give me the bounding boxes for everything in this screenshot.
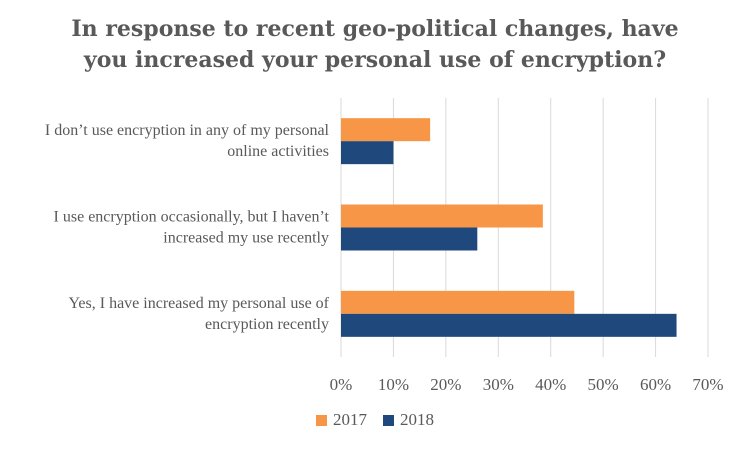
bar-2017-category-1 — [341, 118, 431, 142]
x-tick-label-70: 70% — [692, 375, 723, 394]
bar-2018-category-2 — [341, 227, 478, 251]
x-tick-label-0: 0% — [330, 375, 353, 394]
category-label-1-line-1: I don’t use encryption in any of my pers… — [45, 122, 330, 139]
legend-swatch-series-2 — [383, 414, 394, 426]
category-label-3-line-1: Yes, I have increased my personal use of — [68, 295, 329, 312]
legend-swatch-series-1 — [316, 414, 327, 426]
chart-title: In response to recent geo-political chan… — [0, 14, 750, 76]
legend-item-series-2: 2018 — [383, 410, 434, 430]
legend: 2017 2018 — [0, 410, 750, 430]
x-tick-label-30: 30% — [483, 375, 514, 394]
x-tick-label-20: 20% — [430, 375, 461, 394]
chart-title-line-1: In response to recent geo-political chan… — [71, 16, 679, 42]
x-tick-label-40: 40% — [535, 375, 566, 394]
category-label-2-line-2: increased my use recently — [163, 230, 329, 247]
x-tick-label-60: 60% — [640, 375, 671, 394]
legend-label-series-2: 2018 — [400, 410, 434, 429]
legend-item-series-1: 2017 — [316, 410, 367, 430]
chart-title-line-2: you increased your personal use of encry… — [83, 47, 667, 73]
legend-label-series-1: 2017 — [333, 410, 367, 429]
x-tick-label-10: 10% — [378, 375, 409, 394]
category-label-2-line-1: I use encryption occasionally, but I hav… — [54, 209, 330, 226]
bar-2018-category-1 — [341, 141, 394, 165]
x-tick-label-50: 50% — [588, 375, 619, 394]
category-label-1-line-2: online activities — [227, 143, 329, 160]
bar-2017-category-2 — [341, 204, 543, 228]
bar-2017-category-3 — [341, 290, 575, 314]
category-label-3-line-2: encryption recently — [205, 316, 329, 333]
bar-2018-category-3 — [341, 313, 677, 337]
